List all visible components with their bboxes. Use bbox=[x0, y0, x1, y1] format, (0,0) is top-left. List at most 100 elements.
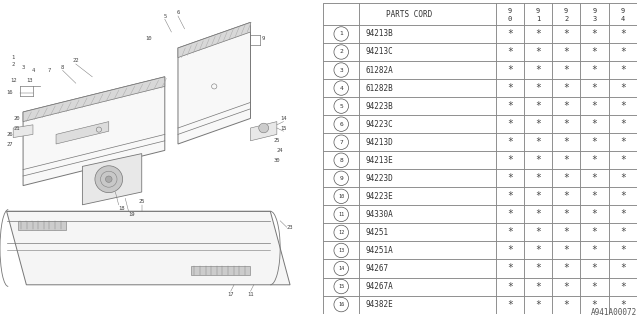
Text: *: * bbox=[563, 245, 569, 255]
Text: *: * bbox=[620, 155, 626, 165]
Bar bbox=[580, 205, 609, 223]
Text: 27: 27 bbox=[6, 141, 13, 147]
Text: 3: 3 bbox=[339, 68, 343, 73]
Bar bbox=[359, 296, 496, 314]
Text: *: * bbox=[507, 209, 513, 220]
Text: 24: 24 bbox=[277, 148, 284, 153]
Bar bbox=[524, 260, 552, 277]
Bar bbox=[524, 3, 552, 25]
Bar bbox=[359, 241, 496, 260]
Bar bbox=[359, 277, 496, 296]
Bar bbox=[609, 205, 637, 223]
Text: *: * bbox=[507, 155, 513, 165]
Text: PARTS CORD: PARTS CORD bbox=[387, 10, 433, 19]
Bar bbox=[580, 61, 609, 79]
Bar bbox=[359, 133, 496, 151]
Text: *: * bbox=[591, 29, 597, 39]
Bar bbox=[495, 296, 524, 314]
Bar bbox=[552, 79, 580, 97]
Bar bbox=[580, 223, 609, 241]
Text: 6: 6 bbox=[339, 122, 343, 127]
Text: 7: 7 bbox=[339, 140, 343, 145]
Text: 9: 9 bbox=[564, 8, 568, 14]
Text: A941A00072: A941A00072 bbox=[591, 308, 637, 317]
Bar bbox=[580, 115, 609, 133]
Text: 26: 26 bbox=[6, 132, 13, 137]
Bar bbox=[552, 61, 580, 79]
Text: *: * bbox=[563, 101, 569, 111]
Text: *: * bbox=[507, 245, 513, 255]
Bar bbox=[609, 43, 637, 61]
Text: 9: 9 bbox=[508, 8, 512, 14]
Bar bbox=[495, 260, 524, 277]
Bar bbox=[323, 61, 359, 79]
Text: 14: 14 bbox=[338, 266, 344, 271]
Bar bbox=[524, 97, 552, 115]
Text: 9: 9 bbox=[262, 36, 266, 41]
Text: *: * bbox=[507, 101, 513, 111]
Text: *: * bbox=[507, 282, 513, 292]
Polygon shape bbox=[23, 77, 165, 122]
Text: 61282A: 61282A bbox=[365, 66, 394, 75]
Bar bbox=[580, 25, 609, 43]
Text: *: * bbox=[620, 228, 626, 237]
Bar bbox=[580, 169, 609, 187]
Text: *: * bbox=[591, 228, 597, 237]
Text: *: * bbox=[563, 29, 569, 39]
Bar bbox=[580, 260, 609, 277]
Text: 61282B: 61282B bbox=[365, 84, 394, 92]
Text: 9: 9 bbox=[621, 8, 625, 14]
Text: 14: 14 bbox=[280, 116, 287, 121]
Text: 25: 25 bbox=[138, 199, 145, 204]
Text: *: * bbox=[507, 119, 513, 129]
Text: *: * bbox=[591, 300, 597, 309]
Text: *: * bbox=[507, 228, 513, 237]
Polygon shape bbox=[6, 211, 290, 285]
Text: 10: 10 bbox=[145, 36, 152, 41]
Bar bbox=[495, 187, 524, 205]
Text: 25: 25 bbox=[274, 138, 280, 143]
Text: *: * bbox=[563, 300, 569, 309]
Text: 20: 20 bbox=[13, 116, 20, 121]
Text: 94382E: 94382E bbox=[365, 300, 394, 309]
Text: 94213B: 94213B bbox=[365, 29, 394, 38]
Bar bbox=[323, 133, 359, 151]
Text: 94223D: 94223D bbox=[365, 174, 394, 183]
Text: *: * bbox=[507, 263, 513, 274]
Bar bbox=[495, 133, 524, 151]
Text: 94330A: 94330A bbox=[365, 210, 394, 219]
Text: *: * bbox=[620, 137, 626, 147]
Text: *: * bbox=[591, 191, 597, 201]
Text: 94251A: 94251A bbox=[365, 246, 394, 255]
Text: 94213C: 94213C bbox=[365, 47, 394, 57]
Text: 5: 5 bbox=[163, 13, 166, 19]
Bar bbox=[524, 277, 552, 296]
Bar bbox=[323, 151, 359, 169]
Bar bbox=[323, 3, 359, 25]
Text: *: * bbox=[563, 282, 569, 292]
Text: 16: 16 bbox=[338, 302, 344, 307]
Bar bbox=[580, 133, 609, 151]
Text: *: * bbox=[591, 119, 597, 129]
Bar bbox=[552, 260, 580, 277]
Polygon shape bbox=[56, 122, 109, 144]
Bar bbox=[359, 223, 496, 241]
Bar bbox=[524, 115, 552, 133]
Text: 10: 10 bbox=[338, 194, 344, 199]
Text: *: * bbox=[591, 65, 597, 75]
Text: *: * bbox=[507, 191, 513, 201]
Text: 13: 13 bbox=[26, 77, 33, 83]
Bar bbox=[323, 205, 359, 223]
Text: *: * bbox=[535, 300, 541, 309]
Text: 15: 15 bbox=[338, 284, 344, 289]
Text: *: * bbox=[591, 137, 597, 147]
Text: 11: 11 bbox=[338, 212, 344, 217]
Bar bbox=[609, 151, 637, 169]
Text: *: * bbox=[535, 101, 541, 111]
Text: *: * bbox=[563, 155, 569, 165]
Text: *: * bbox=[591, 47, 597, 57]
Text: 4: 4 bbox=[31, 68, 35, 73]
Text: *: * bbox=[591, 101, 597, 111]
Text: 9: 9 bbox=[593, 8, 596, 14]
Text: *: * bbox=[535, 282, 541, 292]
